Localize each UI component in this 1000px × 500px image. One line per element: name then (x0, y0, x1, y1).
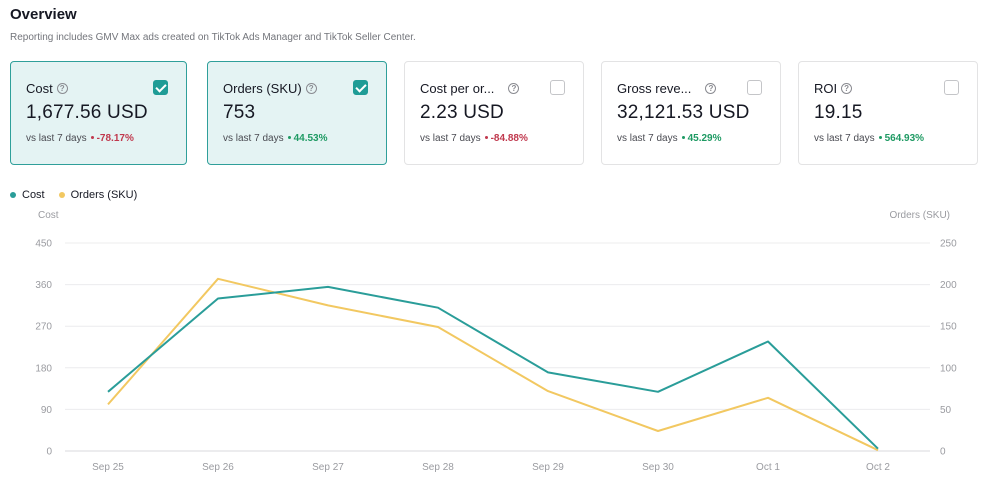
metric-value: 2.23 USD (420, 102, 504, 123)
metric-label: ROI (814, 80, 838, 96)
metric-change: 44.53% (293, 133, 328, 144)
y-tick-left: 90 (41, 405, 53, 416)
x-tick-label: Oct 2 (866, 462, 890, 473)
comparison-label: vs last 7 days (814, 133, 875, 144)
help-icon[interactable]: ? (705, 82, 717, 94)
metric-label: Cost (26, 80, 53, 96)
legend-dot-orders (58, 192, 65, 198)
legend-label-orders: Orders (SKU) (70, 189, 138, 201)
comparison-label: vs last 7 days (223, 133, 284, 144)
metric-card[interactable]: Cost per or...? 2.23 USD vs last 7 days -84… (404, 61, 584, 165)
metric-comparison: vs last 7 days 44.53% (223, 133, 371, 144)
metric-comparison: vs last 7 days -78.17% (26, 133, 171, 144)
metric-comparison: vs last 7 days -84.88% (420, 133, 568, 144)
metric-label: Gross reve... (617, 80, 692, 96)
trend-up-icon (878, 135, 882, 139)
metric-card-header: Gross reve...? (617, 80, 765, 96)
metric-value: 32,121.53 USD (617, 102, 750, 123)
metric-value: 753 (223, 102, 256, 123)
comparison-label: vs last 7 days (26, 133, 87, 144)
trend-down-icon (484, 135, 488, 139)
y-tick-left: 0 (46, 447, 52, 458)
x-tick-label: Sep 28 (422, 462, 454, 473)
metric-change: 564.93% (884, 133, 925, 144)
metric-value: 1,677.56 USD (26, 102, 148, 123)
metric-card-header: ROI? (814, 80, 962, 96)
metric-card[interactable]: Gross reve...? 32,121.53 USD vs last 7 day… (601, 61, 781, 165)
x-tick-label: Sep 26 (202, 462, 234, 473)
metric-change: -78.17% (96, 133, 134, 144)
comparison-label: vs last 7 days (420, 133, 481, 144)
metric-card[interactable]: ROI? 19.15 vs last 7 days 564.93% (798, 61, 978, 165)
y-tick-right: 200 (940, 280, 957, 291)
y-tick-left: 270 (35, 322, 52, 333)
metric-card-header: Cost? (26, 80, 171, 96)
help-icon[interactable]: ? (841, 82, 853, 94)
metric-checkbox[interactable] (153, 80, 168, 95)
metric-change: 45.29% (687, 133, 722, 144)
metric-checkbox[interactable] (944, 80, 959, 95)
series-line-orders (107, 277, 879, 452)
metric-checkbox[interactable] (353, 80, 368, 95)
x-tick-label: Sep 30 (642, 462, 674, 473)
metric-card[interactable]: Orders (SKU)? 753 vs last 7 days 44.53% (207, 61, 387, 165)
metric-card-header: Orders (SKU)? (223, 80, 371, 96)
metric-card-header: Cost per or...? (420, 80, 568, 96)
y-tick-right: 0 (940, 447, 946, 458)
page-title: Overview (10, 6, 77, 23)
metric-label: Cost per or... (420, 80, 495, 96)
metric-checkbox[interactable] (747, 80, 762, 95)
trend-up-icon (681, 135, 685, 139)
metric-change: -84.88% (490, 133, 528, 144)
metric-card[interactable]: Cost? 1,677.56 USD vs last 7 days -78.17% (10, 61, 187, 165)
help-icon[interactable]: ? (56, 82, 68, 94)
help-icon[interactable]: ? (305, 82, 317, 94)
series-line-cost (107, 285, 879, 450)
page-subtitle: Reporting includes GMV Max ads created o… (10, 32, 416, 43)
comparison-label: vs last 7 days (617, 133, 678, 144)
trend-down-icon (90, 135, 94, 139)
y-tick-right: 150 (940, 322, 957, 333)
metric-comparison: vs last 7 days 45.29% (617, 133, 765, 144)
y-tick-left: 450 (35, 239, 52, 250)
chart-legend: Cost Orders (SKU) (10, 189, 151, 201)
y-axis-left-title: Cost (38, 210, 59, 221)
legend-item-cost[interactable]: Cost (10, 189, 45, 201)
x-tick-label: Sep 25 (92, 462, 124, 473)
metric-checkbox[interactable] (550, 80, 565, 95)
y-tick-right: 50 (940, 405, 952, 416)
legend-dot-cost (10, 192, 16, 198)
y-tick-left: 180 (35, 363, 52, 374)
x-tick-label: Sep 27 (312, 462, 344, 473)
metric-comparison: vs last 7 days 564.93% (814, 133, 962, 144)
legend-item-orders[interactable]: Orders (SKU) (58, 189, 138, 201)
x-tick-label: Sep 29 (532, 462, 564, 473)
trend-up-icon (287, 135, 291, 139)
help-icon[interactable]: ? (508, 82, 520, 94)
metric-label: Orders (SKU) (223, 80, 302, 96)
y-tick-right: 100 (940, 363, 957, 374)
metric-value: 19.15 (814, 102, 863, 123)
y-tick-right: 250 (940, 239, 957, 250)
legend-label-cost: Cost (22, 189, 45, 201)
y-axis-right-title: Orders (SKU) (889, 210, 950, 221)
x-tick-label: Oct 1 (756, 462, 780, 473)
y-tick-left: 360 (35, 280, 52, 291)
